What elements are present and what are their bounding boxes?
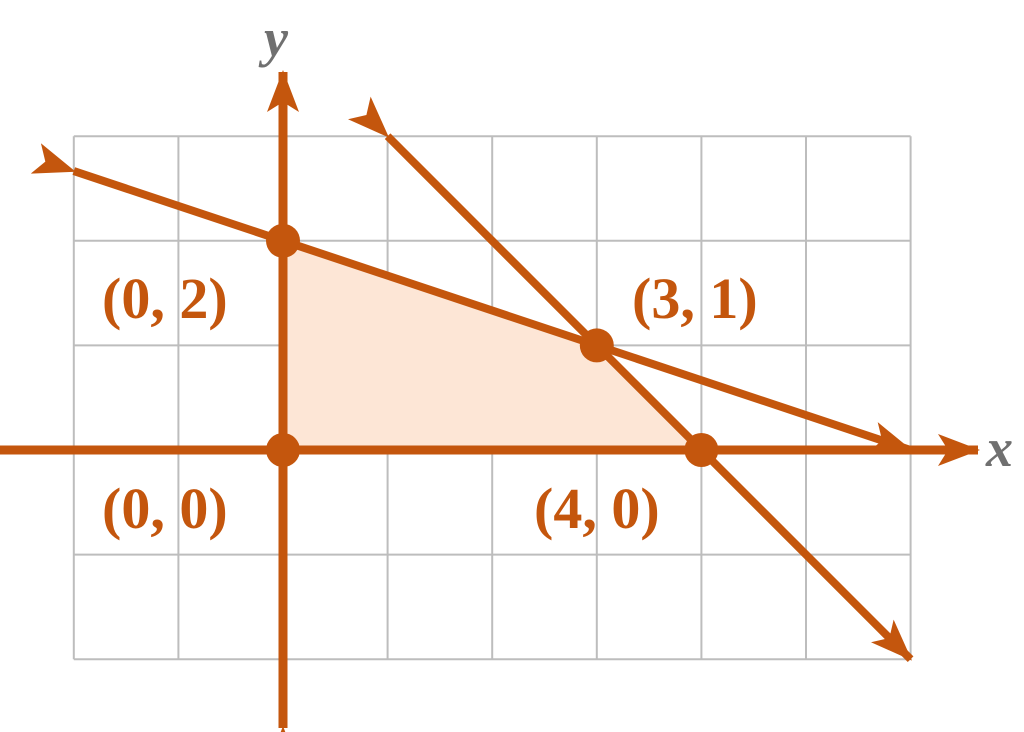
point-intersection — [579, 328, 614, 363]
y-axis-label: y — [258, 8, 289, 68]
point-y-intercept — [266, 223, 300, 258]
constraint-lines — [30, 96, 914, 663]
point-origin — [266, 433, 300, 467]
label-x-intercept: (4, 0) — [534, 476, 660, 541]
point-x-intercept — [684, 433, 719, 467]
label-y-intercept: (0, 2) — [102, 266, 228, 331]
line-b — [348, 96, 914, 663]
label-origin: (0, 0) — [102, 476, 228, 541]
x-axis-label: x — [985, 418, 1013, 478]
label-intersection: (3, 1) — [632, 266, 758, 331]
vertex-points — [266, 223, 719, 467]
